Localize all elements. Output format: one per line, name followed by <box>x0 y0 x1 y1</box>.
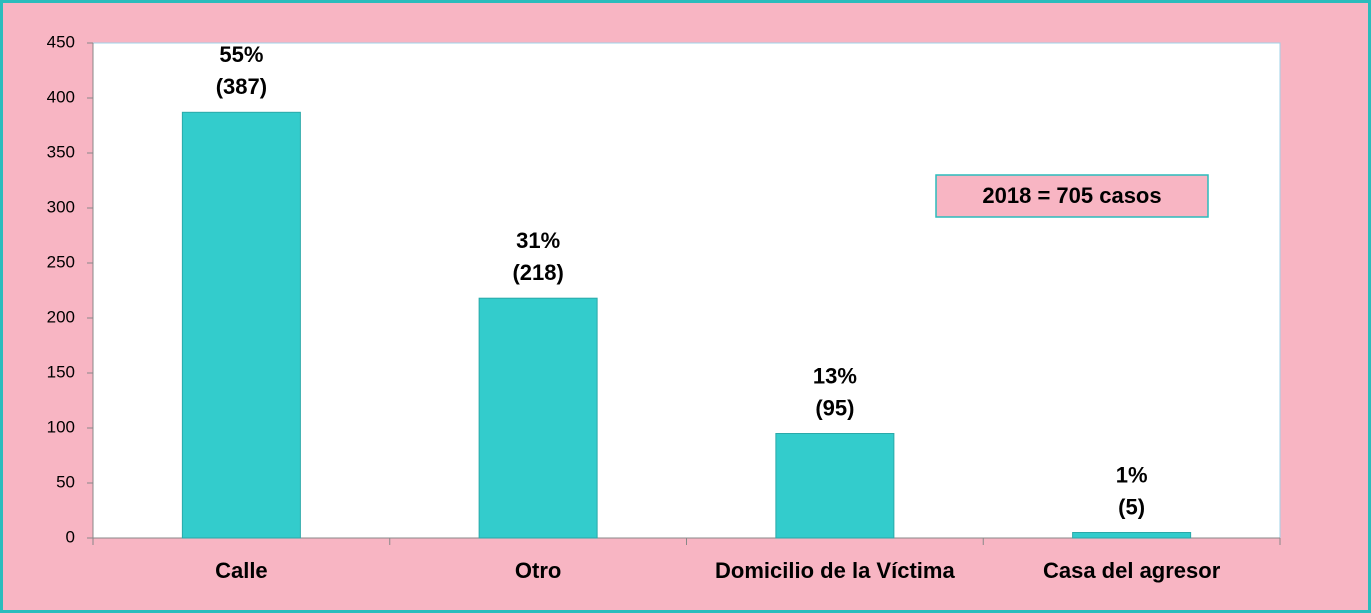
x-tick-label: Casa del agresor <box>1043 558 1221 583</box>
y-tick-label: 100 <box>47 417 75 436</box>
x-tick-label: Otro <box>515 558 561 583</box>
y-tick-label: 50 <box>56 472 75 491</box>
value-label: (387) <box>216 74 267 99</box>
x-tick-label: Calle <box>215 558 268 583</box>
y-tick-label: 200 <box>47 307 75 326</box>
percent-label: 55% <box>219 42 263 67</box>
value-label: (5) <box>1118 494 1145 519</box>
x-tick-label: Domicilio de la Víctima <box>715 558 955 583</box>
value-label: (218) <box>512 260 563 285</box>
percent-label: 13% <box>813 363 857 388</box>
y-tick-label: 350 <box>47 142 75 161</box>
y-tick-label: 300 <box>47 197 75 216</box>
percent-label: 1% <box>1116 462 1148 487</box>
annotation-box <box>935 174 1209 218</box>
y-tick-label: 400 <box>47 87 75 106</box>
y-tick-label: 150 <box>47 362 75 381</box>
bar <box>478 297 598 539</box>
y-tick-label: 250 <box>47 252 75 271</box>
value-label: (95) <box>815 395 854 420</box>
y-tick-label: 450 <box>47 32 75 51</box>
y-tick-label: 0 <box>66 527 75 546</box>
bar <box>1072 532 1192 539</box>
percent-label: 31% <box>516 228 560 253</box>
bar <box>181 111 301 539</box>
annotation: 2018 = 705 casos <box>982 183 1161 208</box>
bar <box>775 433 895 539</box>
